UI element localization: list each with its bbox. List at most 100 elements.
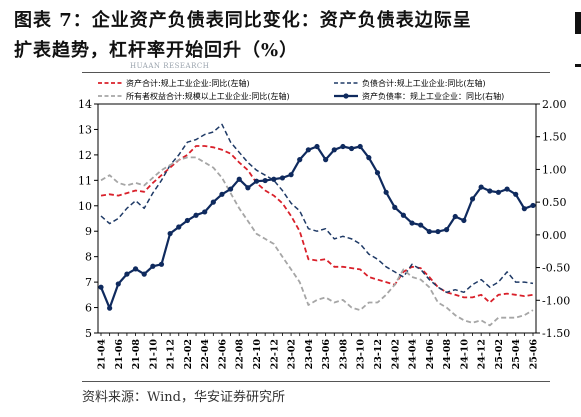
series-line-2 [100,123,534,294]
x-tick-label: 22-06 [217,339,228,370]
legend-label: 负债合计:规上工业企业:同比(左轴) [362,78,486,88]
cropped-edge-glyphs [571,12,581,82]
x-tick-label: 22-02 [183,339,194,369]
x-tick-label: 22-10 [252,339,263,370]
ratio-point [530,202,536,209]
ratio-point [158,261,165,267]
ratio-point [305,147,311,153]
x-tick-label: 24-06 [425,339,436,370]
x-tick-label: 22-08 [235,339,246,370]
watermark: HUAAN RESEARCH [130,62,210,70]
ratio-point [288,172,294,178]
x-tick-label: 21-10 [148,339,159,370]
bottom-rule [82,381,550,382]
y-left-tick-label: 9 [85,225,92,238]
x-tick-label: 21-04 [97,339,108,370]
ratio-point [184,217,190,224]
y-left-tick-label: 6 [85,302,92,315]
ratio-point [357,143,363,150]
ratio-point [132,266,139,272]
ratio-point [253,178,260,184]
chart-title-line-1: 图表 7：企业资产负债表同比变化：资产负债表边际呈 [14,10,472,31]
x-tick-label: 24-02 [390,339,401,369]
ratio-point [141,271,147,277]
source-note: 资料来源：Wind，华安证券研究所 [82,390,285,405]
ratio-point [426,228,432,235]
x-tick-label: 23-06 [321,339,332,370]
ratio-point [176,224,182,230]
y-right-tick-label: 0.00 [542,229,567,242]
y-left-tick-label: 10 [78,200,92,213]
ratio-point [193,212,199,218]
x-tick-label: 25-06 [529,339,540,370]
ratio-point [228,186,234,192]
chart-title-line-2: 扩表趋势，杠杆率开始回升（%） [14,40,299,61]
ratio-point [297,157,303,163]
ratio-point [487,188,493,194]
ratio-point [236,176,242,182]
y-right-tick-label: 2.00 [542,98,567,111]
ratio-point [504,186,510,192]
ratio-point [279,175,286,181]
x-tick-label: 24-08 [442,339,453,370]
y-right-tick-label: -1.50 [542,327,570,340]
x-tick-label: 24-10 [459,339,470,370]
y-left-tick-label: 13 [78,123,92,136]
y-right-tick-label: 1.00 [542,163,567,176]
ratio-point [331,147,337,153]
ratio-point [469,196,476,202]
ratio-point [348,145,355,152]
ratio-point [340,143,346,150]
chart-title: 图表 7：企业资产负债表同比变化：资产负债表边际呈 扩表趋势，杠杆率开始回升（%… [14,6,574,66]
series-line-3 [100,156,534,327]
ratio-point [107,305,113,311]
legend-label: 资产负债率：规上工业企业：同比(右轴) [362,91,504,101]
ratio-point [219,191,225,197]
series-line-1 [100,145,534,304]
x-tick-label: 21-08 [131,339,142,370]
ratio-point [167,230,173,237]
x-tick-label: 22-12 [269,339,280,369]
y-left-tick-label: 12 [78,149,92,162]
ratio-point [513,191,519,197]
x-tick-label: 23-02 [287,339,298,369]
ratio-point [210,199,216,205]
plot-frame [97,103,537,334]
legend-label: 资产合计:规上工业企业:同比(左轴) [126,78,250,88]
y-left-tick-label: 11 [78,174,92,187]
ratio-point [383,189,389,195]
y-right-tick-label: 0.50 [542,196,567,209]
ratio-point [262,177,268,184]
ratio-point [115,281,121,287]
y-right-tick-label: -1.00 [542,294,570,307]
x-tick-label: 21-12 [166,339,177,369]
ratio-point [409,220,415,226]
ratio-point [392,204,398,210]
ratio-point [202,209,208,215]
ratio-point [444,227,450,233]
ratio-point [314,143,320,150]
ratio-point [150,263,156,269]
x-tick-label: 24-12 [477,339,488,369]
y-right-tick-label: 1.50 [542,131,567,144]
ratio-point [452,213,458,220]
ratio-point [124,271,130,277]
ratio-point [98,284,104,290]
y-left-tick-label: 7 [85,276,92,289]
ratio-point [245,185,251,191]
ratio-point [400,212,406,218]
y-left-tick-label: 5 [85,327,92,340]
legend-marker [343,93,349,99]
ratio-point [323,157,329,163]
x-tick-label: 23-12 [373,339,384,369]
y-right-tick-label: -0.50 [542,262,570,275]
ratio-point [461,217,467,224]
x-tick-label: 25-02 [494,339,505,369]
x-tick-label: 25-04 [511,339,522,370]
ratio-point [366,155,372,161]
ratio-point [435,228,441,235]
x-tick-label: 23-04 [304,339,315,370]
legend-label: 所有者权益合计:规模以上工业企业:同比(左轴) [126,91,290,101]
ratio-point [521,206,527,212]
